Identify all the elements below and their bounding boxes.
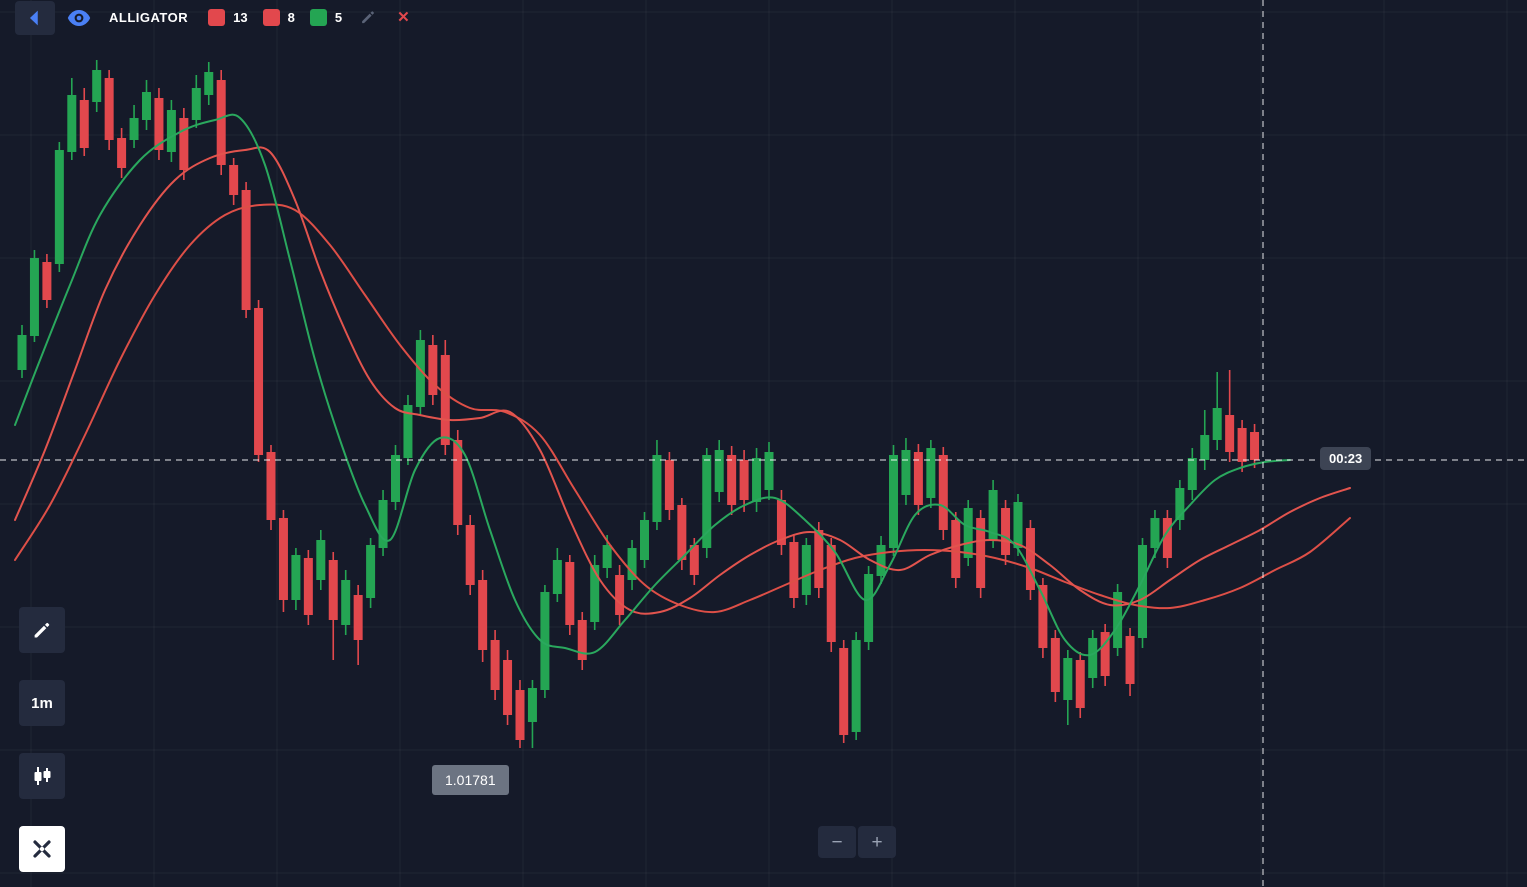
alligator-lips-line [14,113,1291,657]
pencil-icon [34,622,49,637]
lips-color-swatch [309,9,327,26]
eye-icon [67,9,91,26]
timeframe-label: 1m [31,694,53,712]
alligator-teeth-line [14,146,1351,615]
teeth-period-value: 8 [287,10,295,25]
zoom-controls: − + [818,826,896,858]
candlestick-chart-icon [34,767,51,785]
jaw-color-swatch [208,9,226,26]
chart-style-button[interactable] [19,753,65,799]
indicator-toolbar: ALLIGATOR 13 8 5 ✕ [15,0,410,35]
alligator-jaw-line [14,203,1351,614]
indicator-title: ALLIGATOR [109,10,189,25]
remove-indicator-button[interactable]: ✕ [397,10,410,25]
timeframe-button[interactable]: 1m [19,680,65,726]
pencil-icon [362,11,375,24]
edit-indicator-button[interactable] [360,9,377,26]
price-marker-label: 1.01781 [432,765,509,795]
indicator-legend: 13 8 5 [208,9,342,26]
zoom-in-button[interactable]: + [858,826,896,858]
crossed-tools-icon [33,840,51,858]
draw-tool-button[interactable] [19,607,65,653]
close-icon: ✕ [397,9,410,26]
jaw-period-value: 13 [233,10,248,25]
lips-period-value: 5 [334,10,343,25]
candlesticks [17,60,1260,748]
chart-tool-rail: 1m [19,607,65,872]
visibility-toggle[interactable] [67,9,91,27]
drawing-tools-button[interactable] [19,826,65,872]
zoom-out-button[interactable]: − [818,826,856,858]
countdown-badge: 00:23 [1320,447,1372,470]
legend-item-lips: 5 [309,9,343,26]
chevron-left-icon [29,10,38,25]
legend-item-teeth: 8 [262,9,295,26]
teeth-color-swatch [262,9,280,26]
back-button[interactable] [15,0,55,35]
legend-item-jaw: 13 [208,9,248,26]
